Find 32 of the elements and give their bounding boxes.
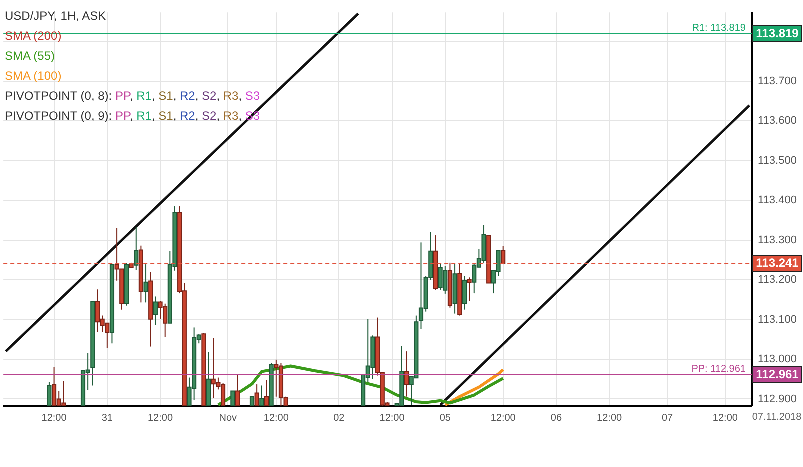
y-tick-label: 113.600 — [758, 115, 797, 128]
x-tick-label: 12:00 — [148, 412, 174, 424]
x-tick-label: 05 — [440, 412, 452, 424]
x-tick-label: 12:00 — [264, 412, 290, 424]
text: 113.819 — [756, 26, 800, 40]
text: 07.11.2018 — [752, 412, 802, 423]
y-tick-label: 113.500 — [758, 154, 797, 167]
y-tick-label: 113.400 — [758, 194, 797, 207]
ref-line-label: PP: 112.961 — [692, 364, 746, 375]
text: SMA (55) — [5, 48, 56, 65]
x-tick-label: 12:00 — [42, 412, 68, 424]
ref-line-label: R1: 113.819 — [692, 22, 746, 34]
x-tick-label: Nov — [219, 412, 238, 424]
y-tick-label: 113.000 — [758, 354, 797, 366]
y-tick-label: 113.700 — [758, 75, 797, 88]
y-tick-label: 113.100 — [758, 314, 797, 326]
x-tick-label: 12:00 — [380, 412, 406, 424]
y-tick-label: 113.200 — [758, 274, 797, 286]
y-tick-label: 113.300 — [758, 234, 797, 246]
x-tick-label: 31 — [102, 412, 114, 424]
text: SMA (100) — [5, 68, 63, 85]
x-tick-label: 12:00 — [490, 412, 516, 424]
text: 112.961 — [756, 367, 800, 382]
y-tick-label: 112.900 — [758, 393, 797, 406]
x-tick-label: 12:00 — [597, 412, 623, 424]
text: PIVOTPOINT (0, 8): PP, R1, S1, R2, S2, R3, S3 — [5, 89, 260, 103]
x-tick-label: 07 — [662, 412, 674, 424]
x-tick-label: 06 — [550, 412, 562, 424]
x-tick-label: 12:00 — [712, 412, 738, 424]
x-tick-label: 02 — [334, 412, 346, 424]
text: 113.241 — [756, 256, 800, 270]
chart-title: USD/JPY, 1H, ASK — [5, 8, 108, 25]
